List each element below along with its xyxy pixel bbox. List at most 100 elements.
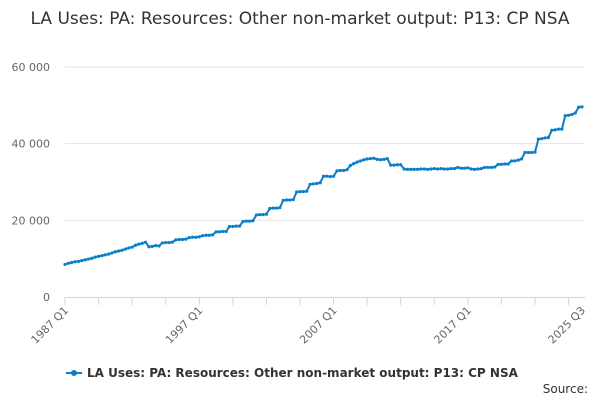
data-point	[70, 260, 74, 265]
data-point	[462, 166, 467, 170]
data-point	[436, 167, 440, 171]
x-tick-label: 2007 Q1	[297, 304, 340, 347]
data-point	[107, 252, 111, 256]
x-tick-label: 1987 Q1	[29, 304, 72, 347]
data-point	[536, 137, 540, 141]
data-point	[227, 224, 232, 229]
data-point	[147, 245, 151, 249]
data-point	[375, 157, 379, 161]
data-point	[338, 168, 342, 173]
data-point	[301, 189, 305, 194]
series-line	[64, 105, 583, 266]
data-point	[291, 198, 295, 202]
data-point	[355, 160, 359, 164]
data-point	[479, 166, 483, 171]
data-point	[76, 259, 81, 263]
legend-swatch	[66, 370, 82, 376]
data-point	[331, 174, 336, 178]
data-point	[530, 150, 534, 155]
data-point	[305, 189, 309, 193]
data-point	[560, 127, 564, 131]
data-point	[402, 167, 406, 171]
data-point	[137, 242, 141, 246]
data-point	[174, 238, 178, 242]
data-point	[365, 157, 369, 161]
data-point	[221, 229, 225, 234]
data-point	[197, 235, 201, 239]
data-point	[217, 230, 222, 234]
data-point	[241, 219, 245, 224]
data-point	[328, 175, 332, 179]
data-point	[190, 235, 195, 239]
data-point	[231, 224, 235, 229]
data-point	[580, 105, 584, 109]
data-point	[224, 229, 228, 234]
data-point	[506, 162, 510, 166]
data-point	[516, 158, 520, 162]
data-point	[556, 127, 561, 131]
data-point	[503, 162, 507, 166]
data-point	[164, 240, 168, 245]
data-point	[540, 137, 544, 141]
data-point	[130, 245, 134, 249]
data-point	[378, 158, 383, 162]
data-point	[489, 165, 493, 170]
data-point	[120, 248, 124, 252]
data-point	[348, 163, 352, 168]
data-point	[493, 165, 497, 169]
data-point	[409, 167, 413, 171]
data-point	[184, 237, 188, 241]
data-point	[308, 182, 312, 186]
data-point	[442, 167, 446, 171]
data-point	[117, 249, 121, 253]
data-point	[429, 167, 433, 171]
legend-item[interactable]: LA Uses: PA: Resources: Other non-market…	[66, 366, 518, 380]
data-point	[90, 256, 94, 260]
y-tick-label: 20 000	[12, 214, 51, 227]
data-point	[140, 241, 144, 245]
legend-label: LA Uses: PA: Resources: Other non-market…	[87, 366, 518, 380]
data-point	[469, 167, 473, 171]
data-point	[486, 165, 490, 170]
data-point	[483, 165, 487, 170]
data-point	[133, 243, 138, 247]
x-tick-label: 2017 Q1	[431, 304, 474, 347]
data-point	[358, 159, 363, 163]
data-point	[110, 251, 114, 255]
data-point	[284, 198, 289, 202]
x-tick-label: 1997 Q1	[163, 304, 206, 347]
data-point	[315, 181, 319, 186]
data-point	[96, 254, 101, 258]
data-point	[546, 135, 551, 140]
data-point	[385, 157, 389, 161]
data-point	[113, 250, 117, 254]
data-point	[167, 240, 171, 245]
data-point	[100, 254, 104, 258]
data-point	[526, 150, 530, 155]
data-point	[382, 157, 386, 161]
data-point	[432, 166, 436, 171]
data-point	[321, 174, 326, 178]
data-point	[553, 128, 557, 132]
data-point	[201, 234, 205, 238]
data-point	[519, 157, 524, 161]
data-point	[281, 198, 285, 202]
data-point	[345, 168, 349, 172]
data-point	[523, 150, 527, 155]
data-point	[264, 212, 269, 216]
data-point	[177, 237, 181, 242]
data-point	[446, 167, 450, 171]
data-point	[456, 165, 460, 170]
data-point	[234, 224, 238, 228]
data-point	[288, 198, 292, 202]
data-point	[157, 244, 161, 248]
data-point	[194, 235, 198, 239]
source-label[interactable]: Source:	[542, 382, 588, 396]
data-point	[80, 258, 84, 263]
y-tick-label: 60 000	[12, 61, 51, 74]
data-point	[325, 174, 329, 178]
data-point	[496, 162, 500, 166]
data-point	[86, 257, 91, 261]
data-point	[248, 219, 252, 223]
data-point	[476, 167, 480, 171]
